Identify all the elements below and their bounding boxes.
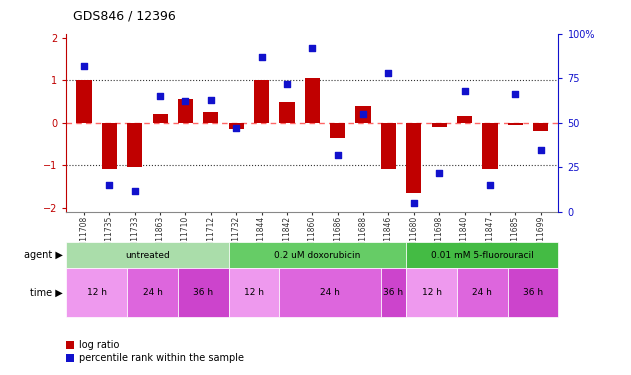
Bar bbox=[406, 242, 558, 268]
Text: 36 h: 36 h bbox=[193, 288, 213, 297]
Bar bbox=[178, 99, 193, 123]
Bar bbox=[127, 268, 178, 317]
Bar bbox=[406, 268, 457, 317]
Bar bbox=[203, 112, 218, 123]
Bar bbox=[508, 123, 523, 125]
Point bbox=[282, 81, 292, 87]
Point bbox=[434, 170, 444, 176]
Point bbox=[79, 63, 89, 69]
Point bbox=[180, 99, 191, 105]
Bar bbox=[482, 123, 498, 170]
Bar bbox=[127, 123, 143, 167]
Bar bbox=[355, 106, 370, 123]
Bar bbox=[228, 123, 244, 129]
Bar bbox=[406, 123, 422, 193]
Bar bbox=[533, 123, 548, 131]
Bar bbox=[102, 123, 117, 170]
Point bbox=[409, 200, 419, 206]
Bar bbox=[508, 268, 558, 317]
Bar bbox=[280, 102, 295, 123]
Text: 24 h: 24 h bbox=[473, 288, 492, 297]
Bar bbox=[254, 80, 269, 123]
Point bbox=[459, 88, 469, 94]
Bar bbox=[330, 123, 345, 138]
Bar bbox=[228, 242, 406, 268]
Point bbox=[485, 182, 495, 188]
Text: 24 h: 24 h bbox=[320, 288, 340, 297]
Bar bbox=[280, 268, 381, 317]
Bar bbox=[457, 268, 508, 317]
Text: 0.2 uM doxorubicin: 0.2 uM doxorubicin bbox=[274, 251, 360, 260]
Bar bbox=[228, 268, 280, 317]
Bar bbox=[457, 117, 472, 123]
Text: 12 h: 12 h bbox=[422, 288, 442, 297]
Text: agent ▶: agent ▶ bbox=[24, 250, 63, 260]
Text: 24 h: 24 h bbox=[143, 288, 162, 297]
Text: log ratio: log ratio bbox=[79, 340, 119, 350]
Point bbox=[130, 188, 140, 194]
Bar bbox=[381, 268, 406, 317]
Bar bbox=[178, 268, 228, 317]
Bar bbox=[381, 123, 396, 170]
Text: percentile rank within the sample: percentile rank within the sample bbox=[79, 353, 244, 363]
Bar bbox=[66, 268, 127, 317]
Bar bbox=[305, 78, 320, 123]
Point bbox=[155, 93, 165, 99]
Text: 12 h: 12 h bbox=[86, 288, 107, 297]
Point bbox=[206, 97, 216, 103]
Point bbox=[231, 125, 241, 131]
Bar bbox=[153, 114, 168, 123]
Bar bbox=[432, 123, 447, 127]
Text: 0.01 mM 5-fluorouracil: 0.01 mM 5-fluorouracil bbox=[431, 251, 534, 260]
Point bbox=[104, 182, 114, 188]
Point bbox=[358, 111, 368, 117]
Bar bbox=[76, 80, 91, 123]
Point bbox=[257, 54, 267, 60]
Text: 36 h: 36 h bbox=[523, 288, 543, 297]
Text: 12 h: 12 h bbox=[244, 288, 264, 297]
Point bbox=[307, 45, 317, 51]
Point bbox=[384, 70, 394, 76]
Text: GDS846 / 12396: GDS846 / 12396 bbox=[73, 9, 175, 22]
Text: time ▶: time ▶ bbox=[30, 288, 63, 297]
Point bbox=[510, 92, 521, 98]
Point bbox=[536, 147, 546, 153]
Point bbox=[333, 152, 343, 158]
Text: 36 h: 36 h bbox=[384, 288, 404, 297]
Text: untreated: untreated bbox=[125, 251, 170, 260]
Bar bbox=[66, 242, 228, 268]
